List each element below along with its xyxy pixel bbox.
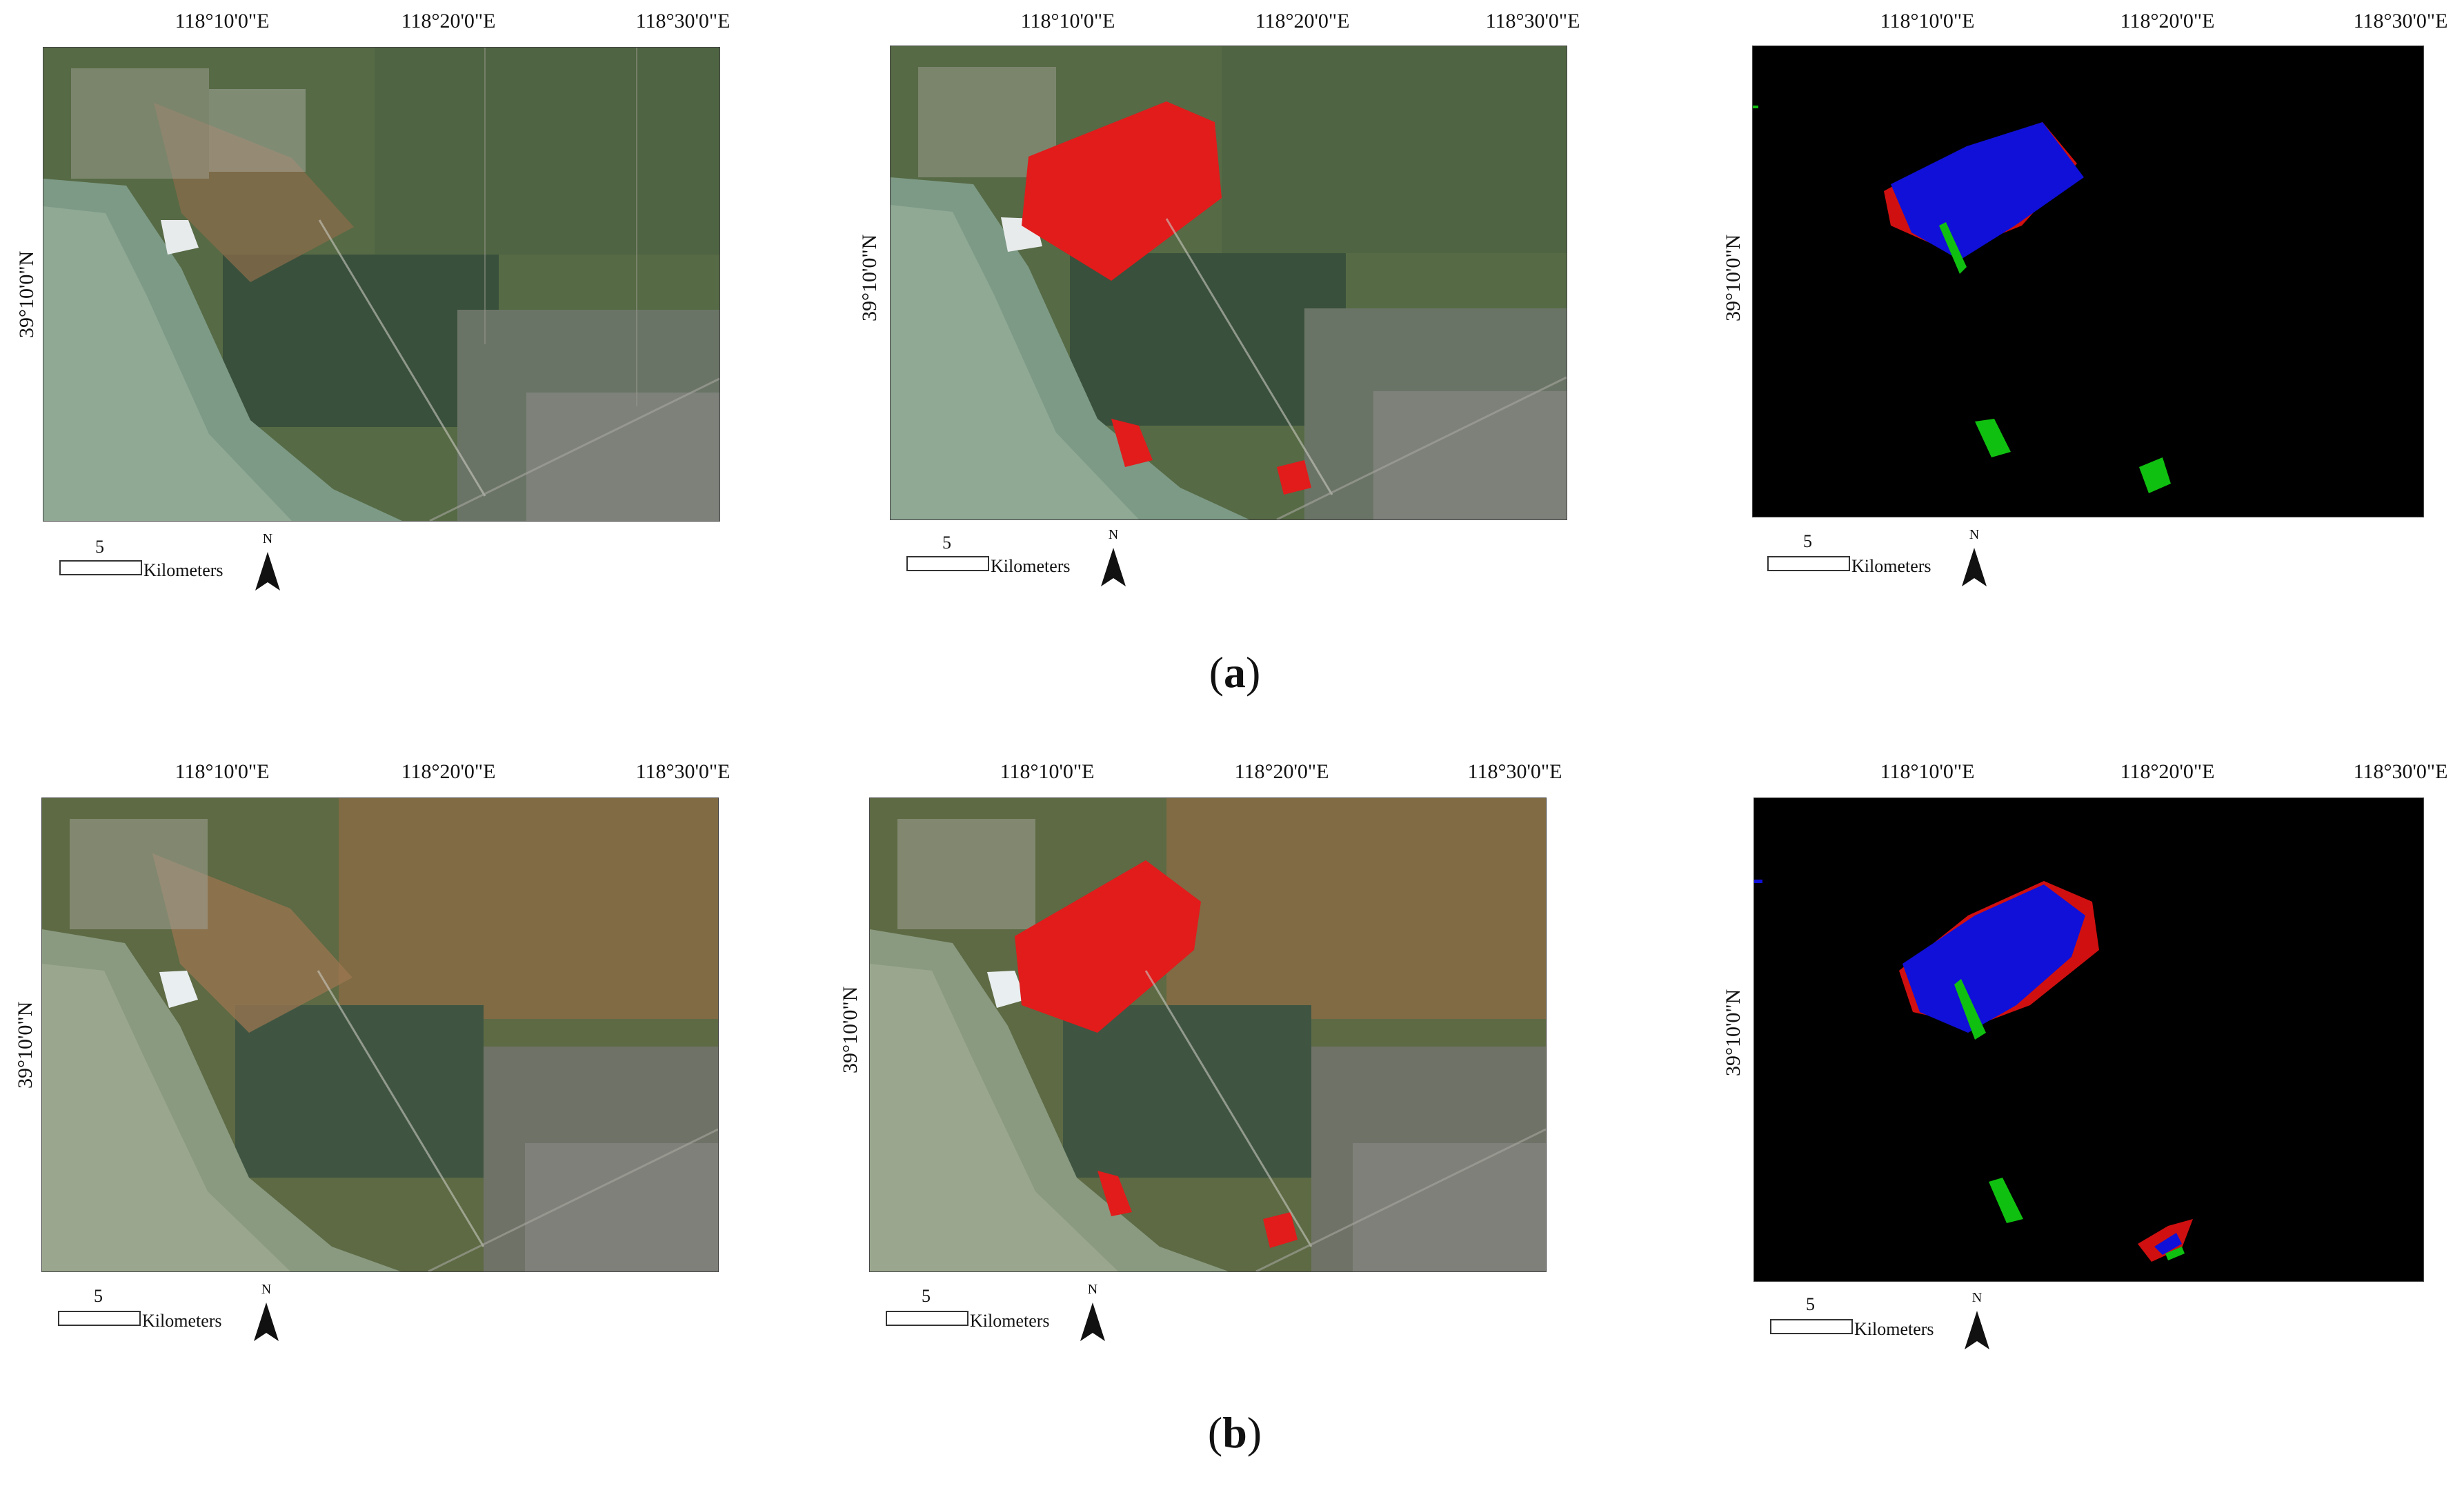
satellite-map-a2 [890,46,1567,520]
north-arrow: N [252,1282,280,1344]
north-label: N [261,1282,272,1297]
scale-unit: Kilometers [970,1311,1050,1331]
lon-label: 118°10'0"E [175,10,270,32]
north-arrow-icon [255,552,280,591]
north-label: N [1108,527,1119,542]
scale-number: 5 [922,1286,931,1306]
lat-label: 39°10'0"N [15,250,38,338]
north-arrow-icon [1962,548,1987,586]
lon-label: 118°10'0"E [1880,10,1975,32]
lon-label: 118°30'0"E [2353,760,2448,783]
lon-label: 118°20'0"E [2120,10,2215,32]
scale-unit: Kilometers [142,1311,222,1331]
north-arrow-icon [1080,1302,1105,1341]
classification-map-b3 [1753,798,2424,1282]
lat-label: 39°10'0"N [1722,989,1745,1076]
lon-label: 118°30'0"E [1485,10,1580,32]
lon-label: 118°20'0"E [401,10,496,32]
scale-number: 5 [942,533,951,553]
highlighted-region [1111,419,1153,467]
north-arrow: N [1100,527,1127,589]
scale-bar [1767,556,1850,571]
highlighted-region [1022,101,1222,281]
caption-a: (a) [1209,648,1261,697]
satellite-map-b2 [869,798,1547,1272]
class-green-region [1975,419,2011,457]
north-label: N [1087,1282,1098,1297]
scale-unit: Kilometers [1854,1319,1934,1339]
satellite-map-b1 [41,798,719,1272]
north-label: N [1971,1290,1983,1305]
highlighted-region [1263,1212,1298,1248]
scale-bar [59,560,142,575]
highlighted-region [1277,460,1311,495]
north-arrow-icon [1965,1311,1989,1349]
lon-label: 118°10'0"E [1880,760,1975,783]
lon-label: 118°30'0"E [635,760,731,783]
lon-label: 118°30'0"E [2353,10,2448,32]
scale-number: 5 [1803,531,1812,551]
class-blue-region [2154,1233,2182,1255]
north-arrow-icon [254,1302,279,1341]
lon-label: 118°20'0"E [401,760,496,783]
caption-b: (b) [1207,1408,1262,1457]
class-green-region [1939,222,1967,274]
north-arrow-icon [1101,548,1126,586]
north-arrow: N [1079,1282,1106,1344]
lon-label: 118°20'0"E [1234,760,1329,783]
scale-bar [886,1311,968,1326]
lon-label: 118°10'0"E [1020,10,1115,32]
scale-number: 5 [94,1286,103,1306]
lat-label: 39°10'0"N [1722,234,1745,321]
lon-label: 118°30'0"E [1467,760,1562,783]
scale-bar [1770,1319,1853,1334]
lon-label: 118°30'0"E [635,10,731,32]
class-green-region [2139,457,2171,493]
north-arrow: N [1963,1290,1991,1352]
north-arrow: N [1960,527,1988,589]
lon-label: 118°20'0"E [1255,10,1350,32]
north-label: N [1969,527,1980,542]
satellite-map-a1 [43,47,720,522]
lon-label: 118°10'0"E [175,760,270,783]
scale-bar [58,1311,141,1326]
scale-unit: Kilometers [143,560,223,580]
scale-bar [906,556,989,571]
highlighted-region [1015,860,1201,1033]
class-blue-region [1902,884,2085,1033]
lat-label: 39°10'0"N [858,234,881,321]
north-arrow: N [254,531,281,593]
class-green-region [1989,1178,2023,1223]
scale-number: 5 [95,537,104,557]
lat-label: 39°10'0"N [839,986,862,1073]
north-label: N [262,531,273,546]
lon-label: 118°20'0"E [2120,760,2215,783]
classification-map-a3 [1752,46,2424,517]
scale-number: 5 [1806,1294,1815,1314]
highlighted-region [1097,1171,1132,1216]
scale-unit: Kilometers [991,556,1071,576]
lon-label: 118°10'0"E [1000,760,1095,783]
class-green-region [2165,1247,2185,1260]
scale-unit: Kilometers [1851,556,1931,576]
lat-label: 39°10'0"N [14,1001,37,1089]
class-green-region [1954,979,1986,1040]
